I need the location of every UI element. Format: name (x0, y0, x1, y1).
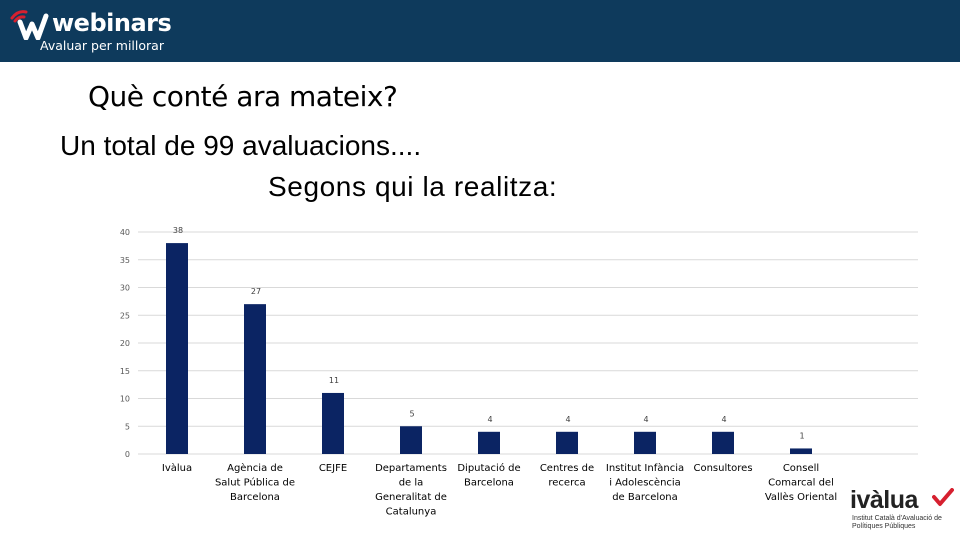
y-tick-label: 40 (120, 228, 130, 237)
y-tick-label: 25 (120, 311, 130, 320)
bar (634, 431, 656, 454)
y-tick-label: 30 (120, 284, 130, 293)
bar (166, 243, 188, 454)
x-category-label: Ivàlua (162, 462, 192, 474)
logo-tagline: Avaluar per millorar (40, 38, 164, 53)
x-category-label: Consell Comarcal del Vallès Oriental (765, 463, 837, 503)
y-tick-label: 0 (125, 450, 130, 459)
bar-value-label: 38 (173, 226, 183, 235)
x-category-label: Centres de recerca (540, 463, 594, 489)
bar (556, 431, 578, 454)
slide-title: Què conté ara mateix? (88, 80, 398, 113)
y-tick-label: 35 (120, 256, 130, 265)
bar-value-label: 4 (721, 415, 726, 424)
x-category-label: Agència de Salut Pública de Barcelona (215, 462, 295, 503)
slide-subtitle-by-author: Segons qui la realitza: (268, 171, 558, 202)
check-icon (932, 488, 954, 506)
bar-value-label: 4 (643, 415, 648, 424)
y-tick-label: 15 (120, 367, 130, 376)
x-category-label: Diputació de Barcelona (457, 462, 520, 489)
ivalua-logo: ivàlua Institut Català d'Avaluació de Po… (850, 486, 960, 540)
header-bar: webinars Avaluar per millorar (0, 0, 960, 62)
bar-value-label: 4 (487, 415, 492, 424)
bar (712, 431, 734, 454)
x-category-label: Consultores (693, 463, 752, 474)
x-category-label: Institut Infància i Adolescència de Barcel… (606, 462, 684, 503)
webinars-logo: webinars Avaluar per millorar (10, 6, 180, 56)
bar (400, 426, 422, 454)
ivalua-description: Institut Català d'Avaluació de Polítique… (852, 515, 942, 530)
y-tick-label: 5 (125, 422, 130, 431)
ivalua-wordmark: ivàlua (850, 486, 918, 514)
logo-wordmark: webinars (52, 9, 172, 37)
bar (790, 448, 812, 454)
bar (244, 304, 266, 454)
bar (478, 431, 500, 454)
y-tick-label: 10 (120, 395, 130, 404)
bar-value-label: 5 (409, 409, 414, 418)
wifi-w-icon (10, 10, 49, 40)
x-category-label: CEJFE (319, 463, 347, 474)
bar-value-label: 27 (251, 287, 261, 296)
bar-value-label: 4 (565, 415, 570, 424)
y-tick-label: 20 (120, 339, 130, 348)
x-category-label: Departaments de la Generalitat de Catalunya (375, 463, 447, 518)
slide-subtitle-total: Un total de 99 avaluacions.... (60, 130, 422, 161)
bar (322, 392, 344, 454)
bar-value-label: 11 (329, 376, 339, 385)
bar-value-label: 1 (799, 431, 804, 440)
